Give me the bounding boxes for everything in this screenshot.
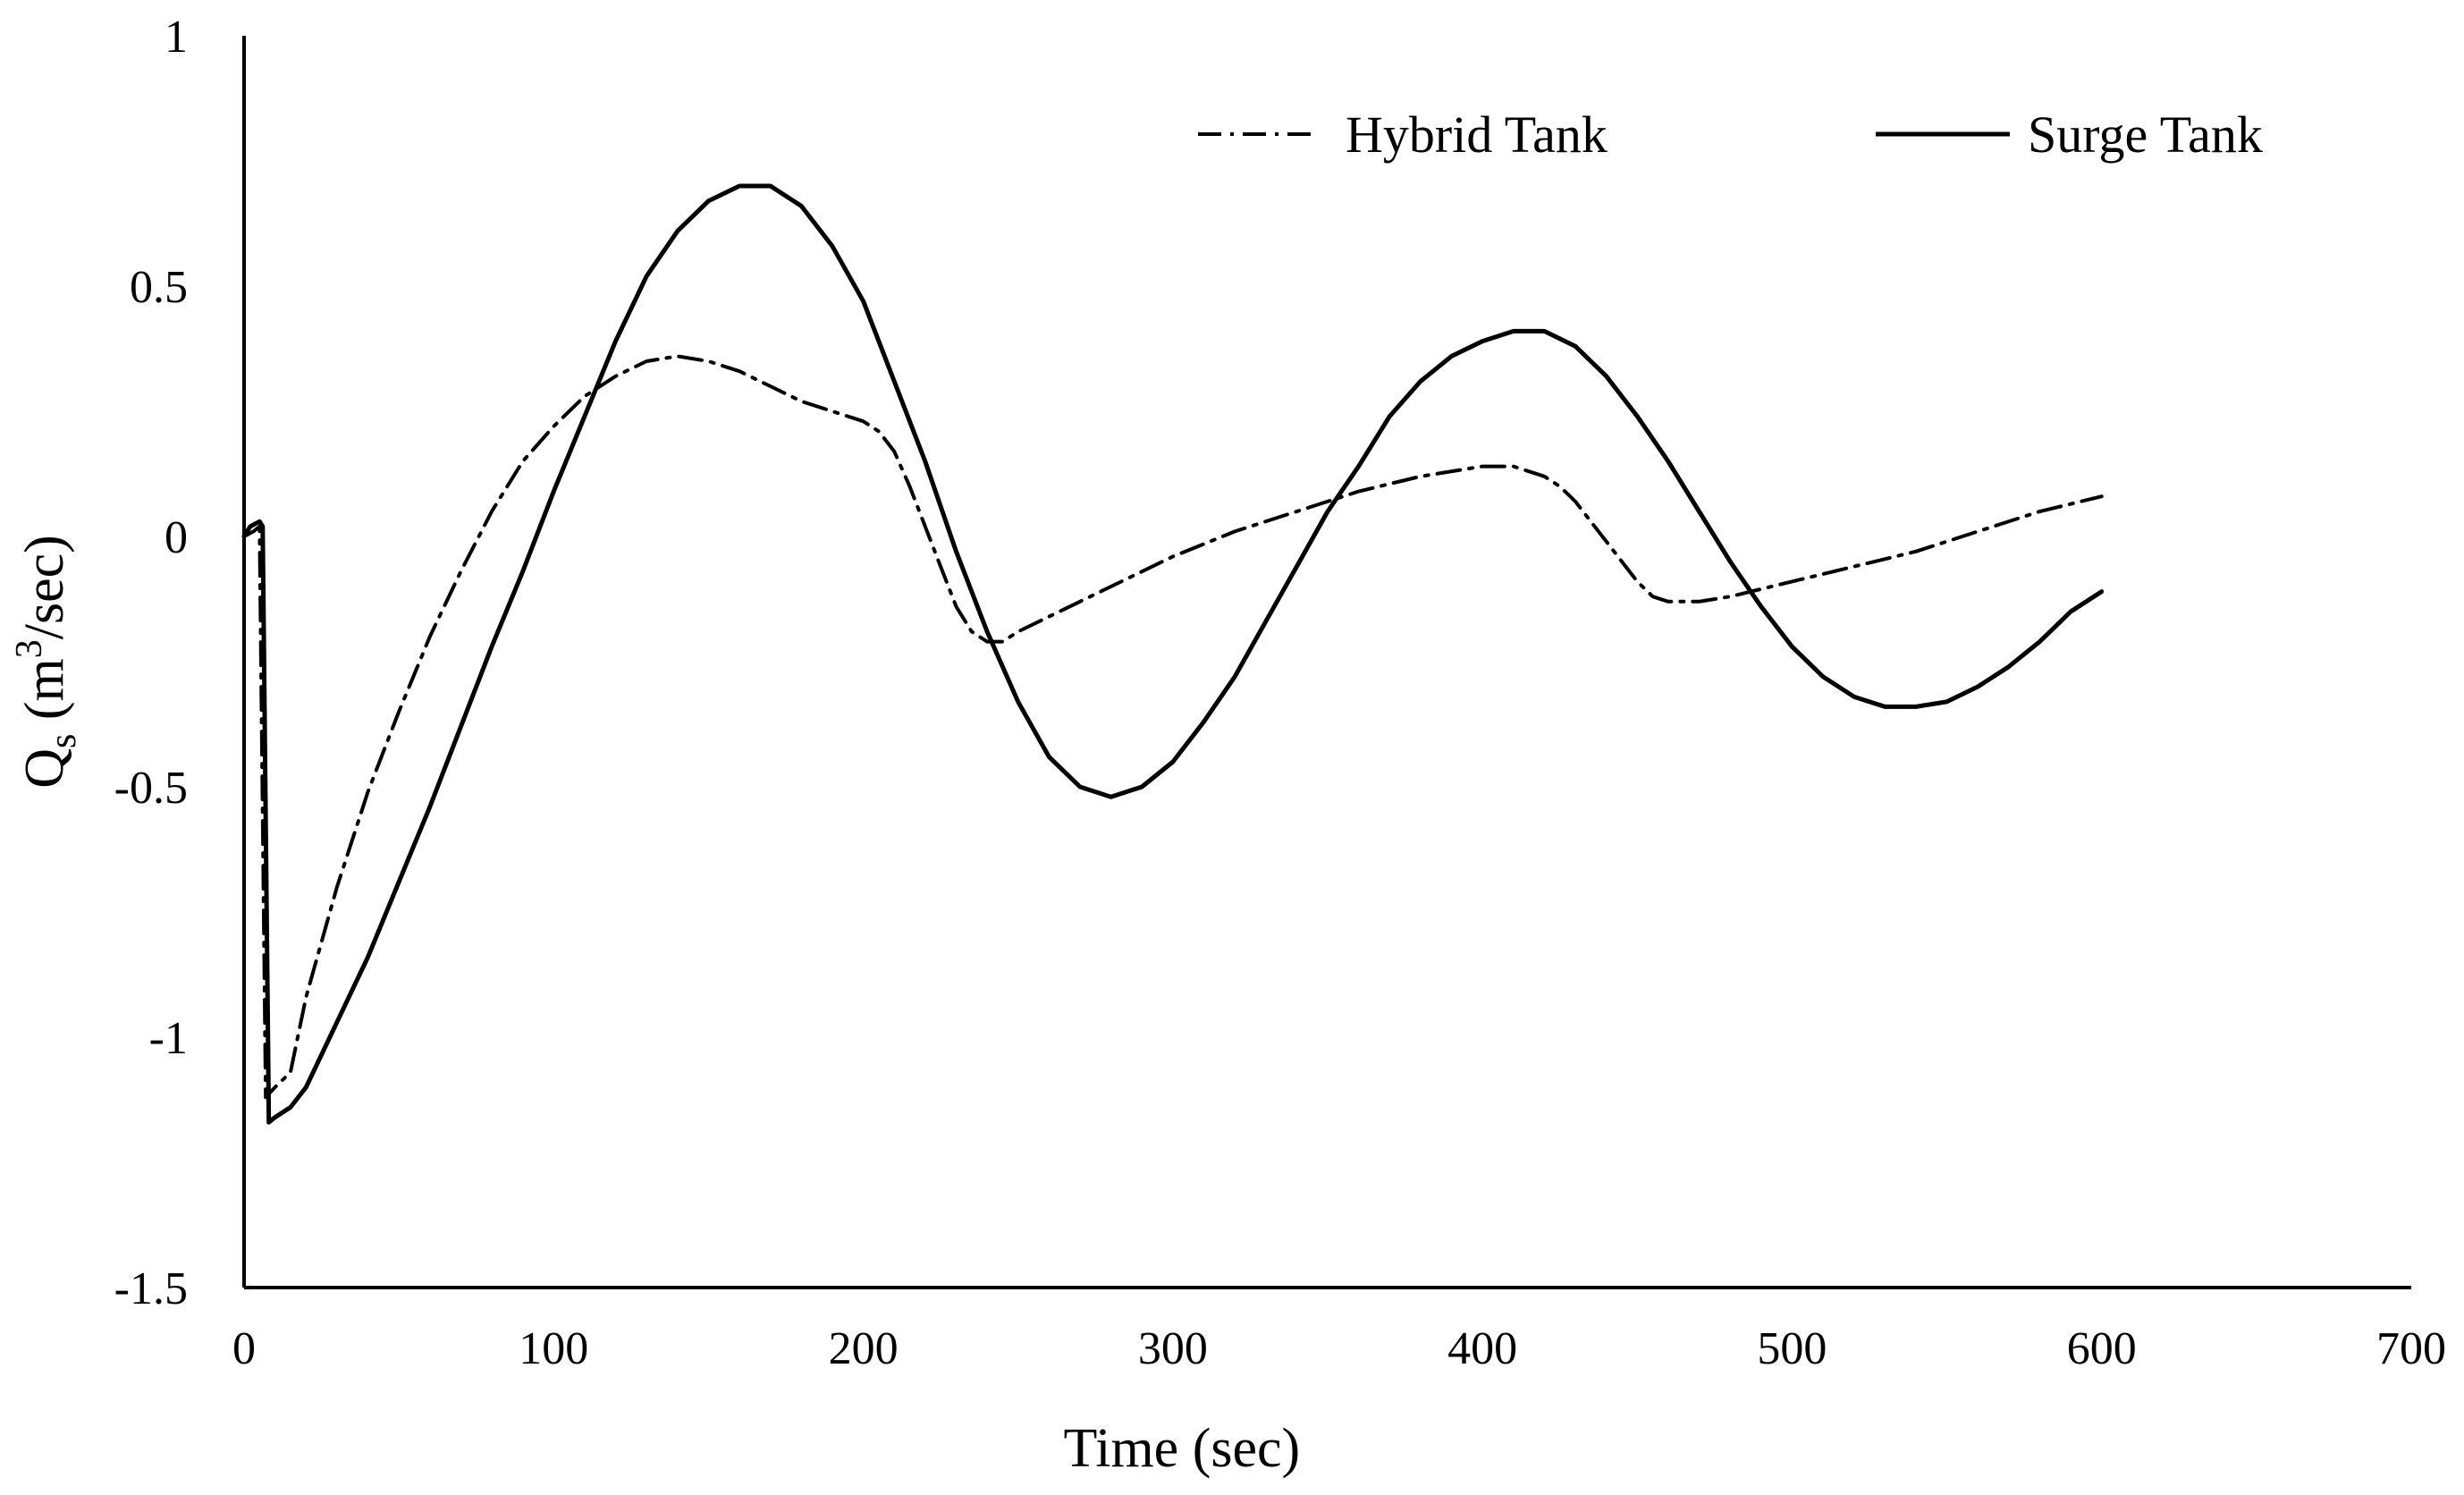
x-tick-labels: 0 100 200 300 400 500 600 700 [232,1323,2446,1374]
x-tick-label: 700 [2376,1323,2446,1374]
x-tick-label: 100 [519,1323,588,1374]
y-axis-title-subscript: s [43,734,84,748]
y-tick-label: 1 [165,12,188,63]
legend-label-surge-tank: Surge Tank [2028,106,2263,164]
y-tick-label: 0 [165,512,188,563]
legend-label-hybrid-tank: Hybrid Tank [1346,106,1608,164]
axes [242,36,2411,1289]
legend: Hybrid Tank Surge Tank [1198,106,2263,164]
y-axis-title-base: Q [14,748,75,789]
y-axis-title-unit-open: (m [14,658,75,733]
x-tick-label: 300 [1138,1323,1208,1374]
series-line-hybrid-tank [242,354,2104,1100]
series-layer [241,183,2105,1125]
x-tick-label: 400 [1447,1323,1517,1374]
x-tick-label: 500 [1757,1323,1827,1374]
y-tick-label: -1 [149,1013,188,1064]
x-tick-label: 200 [829,1323,899,1374]
series-line-surge-tank [241,183,2105,1125]
x-axis-title: Time (sec) [1064,1418,1301,1479]
y-axis-title: Qs (m3/sec) [9,535,84,789]
y-tick-label: -1.5 [114,1263,188,1314]
x-tick-label: 0 [232,1323,256,1374]
y-tick-labels: 1 0.5 0 -0.5 -1 -1.5 [114,12,188,1314]
y-axis-title-superscript: 3 [9,639,50,658]
y-tick-label: -0.5 [114,763,188,814]
y-axis-title-unit-close: /sec) [14,535,75,639]
y-tick-label: 0.5 [130,262,188,313]
x-tick-label: 600 [2067,1323,2137,1374]
